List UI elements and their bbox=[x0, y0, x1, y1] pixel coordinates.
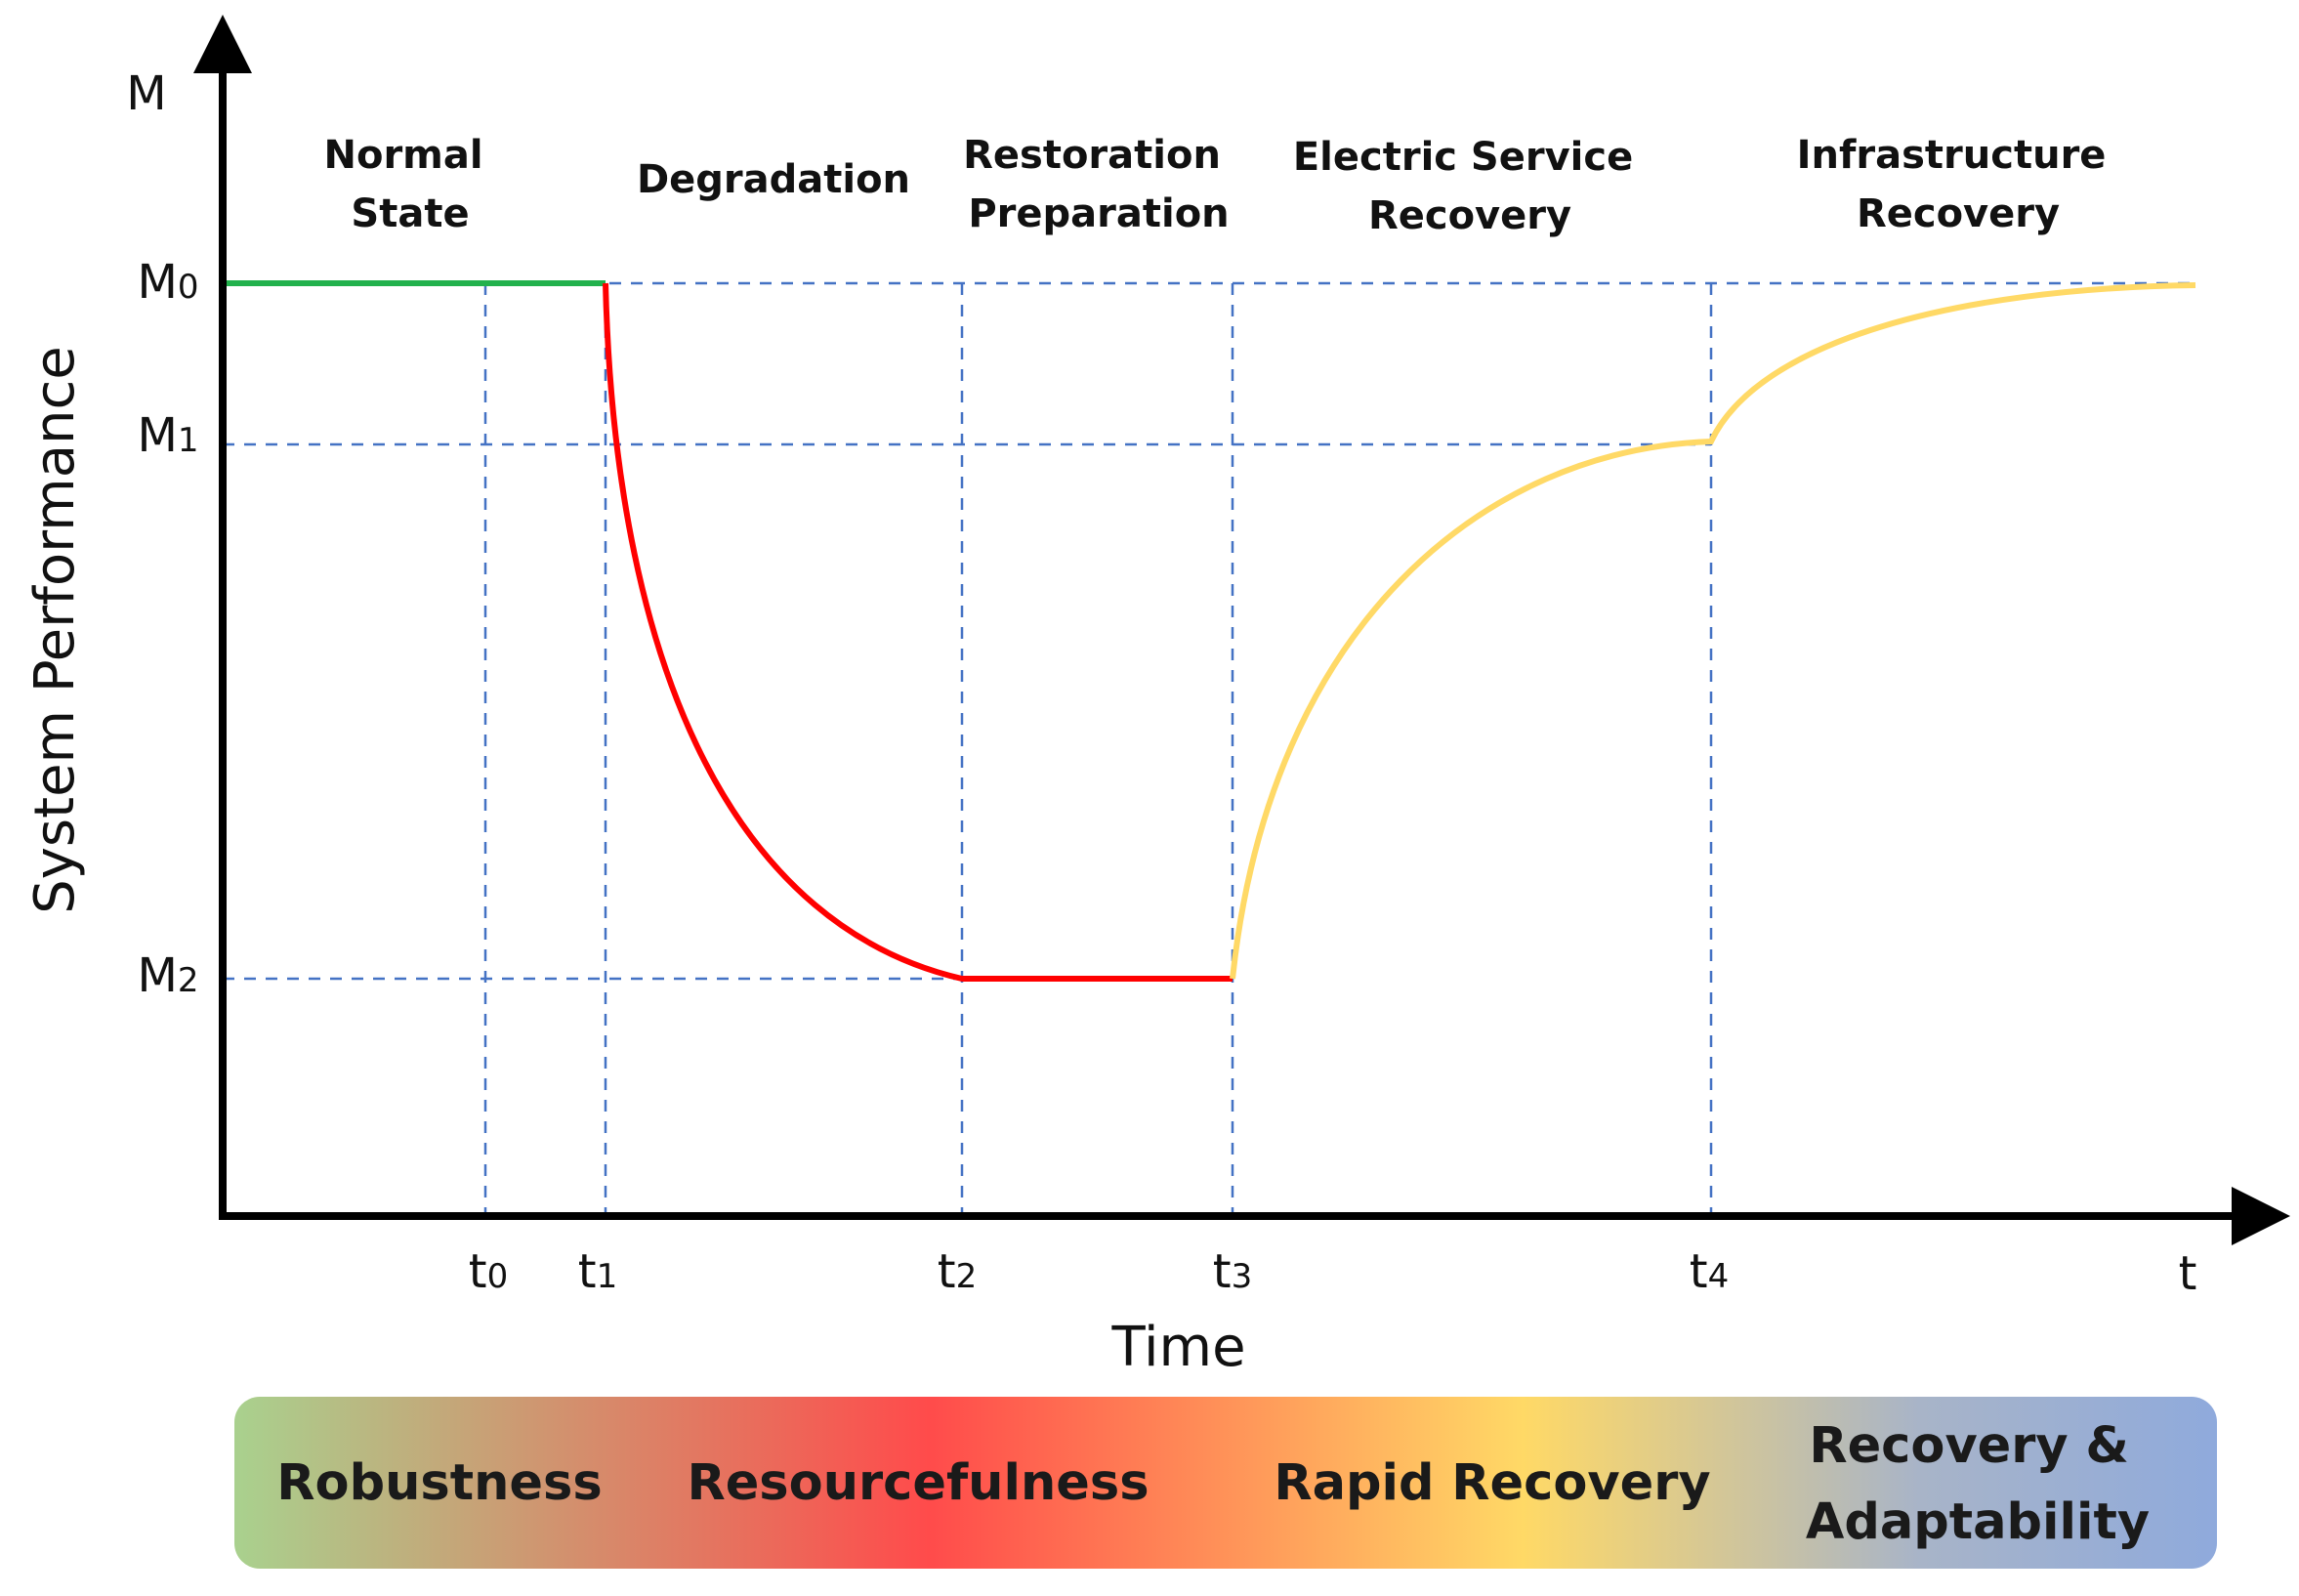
y-axis-symbol: M bbox=[126, 66, 166, 121]
t1-label: t1 bbox=[578, 1244, 617, 1299]
phase-electric-service-recovery: Electric Service Recovery bbox=[1293, 135, 1647, 238]
y-axis-arrow-icon bbox=[193, 15, 252, 73]
phase-degradation: Degradation bbox=[637, 157, 910, 202]
y-axis-title: System Performance bbox=[23, 346, 87, 914]
m0-label: M0 bbox=[137, 255, 198, 310]
guide-lines bbox=[223, 281, 2195, 1213]
x-axis-symbol: t bbox=[2179, 1246, 2197, 1301]
phase-restoration-preparation: Restoration Preparation bbox=[963, 133, 1234, 236]
t2-label: t2 bbox=[938, 1244, 977, 1299]
x-axis-arrow-icon bbox=[2232, 1187, 2290, 1245]
m1-label: M1 bbox=[137, 408, 198, 463]
resilience-band bbox=[234, 1397, 2217, 1569]
m2-label: M2 bbox=[137, 948, 198, 1003]
band-recovery-adaptability: Recovery & Adaptability bbox=[1806, 1417, 2150, 1551]
phase-infrastructure-recovery: Infrastructure Recovery bbox=[1797, 133, 2120, 236]
t0-label: t0 bbox=[469, 1244, 508, 1299]
axes bbox=[193, 15, 2290, 1245]
band-robustness: Robustness bbox=[276, 1454, 602, 1512]
degradation-curve bbox=[603, 282, 1233, 982]
x-axis-title: Time bbox=[1110, 1316, 1245, 1379]
band-rapid-recovery: Rapid Recovery bbox=[1274, 1454, 1710, 1512]
recovery-curve bbox=[1230, 282, 2196, 980]
band-resourcefulness: Resourcefulness bbox=[687, 1454, 1149, 1512]
t4-label: t4 bbox=[1690, 1244, 1729, 1299]
t3-label: t3 bbox=[1213, 1244, 1252, 1299]
phase-normal-state: Normal State bbox=[323, 133, 496, 236]
